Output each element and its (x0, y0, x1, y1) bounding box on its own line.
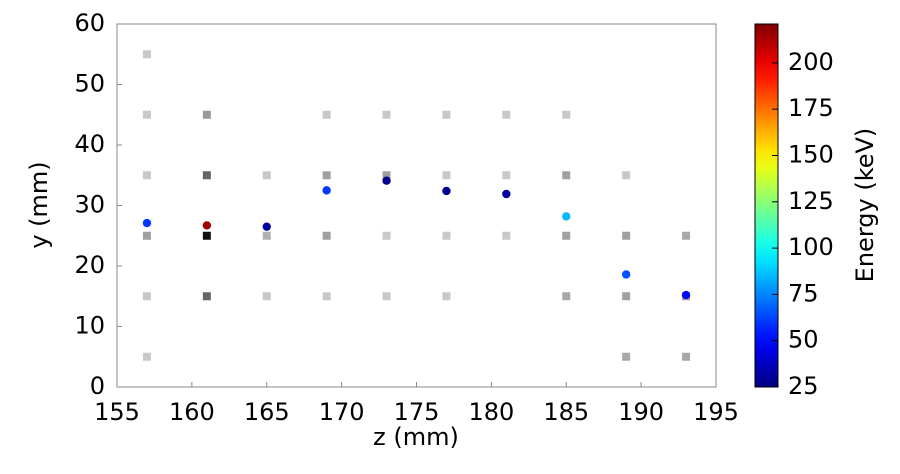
colorbar (754, 23, 779, 388)
y-tick-label: 20 (74, 251, 105, 279)
pixel (502, 171, 511, 180)
pixel (382, 110, 391, 119)
x-tick-label: 185 (543, 398, 589, 426)
x-tick-label: 170 (319, 398, 365, 426)
pixel (262, 231, 271, 240)
x-axis-label: z (mm) (373, 423, 459, 451)
pixel (202, 110, 211, 119)
pixel (382, 292, 391, 301)
colorbar-tick-label: 100 (788, 233, 834, 261)
pixel (442, 292, 451, 301)
hit (142, 218, 152, 228)
pixel (682, 231, 691, 240)
colorbar-label: Energy (keV) (851, 128, 879, 283)
colorbar-tick-label: 200 (788, 48, 834, 76)
pixel (682, 352, 691, 361)
colorbar-tick-label: 150 (788, 140, 834, 168)
x-tick-label: 165 (244, 398, 290, 426)
pixel (502, 231, 511, 240)
x-tick-label: 190 (618, 398, 664, 426)
hit (562, 212, 571, 221)
y-tick-label: 60 (74, 9, 105, 37)
pixel (142, 171, 151, 180)
pixel (382, 171, 391, 180)
pixel (322, 110, 331, 119)
x-tick-label: 160 (169, 398, 215, 426)
pixel (142, 292, 151, 301)
pixel (562, 110, 571, 119)
pixel (442, 231, 451, 240)
pixel (142, 50, 151, 59)
hit (202, 221, 212, 230)
pixel (382, 231, 391, 240)
pixel (502, 110, 511, 119)
pixel (322, 292, 331, 301)
colorbar-tick-label: 50 (788, 326, 819, 354)
pixel (142, 352, 151, 361)
y-tick-label: 50 (74, 70, 105, 98)
hit (621, 270, 631, 279)
y-tick-label: 0 (90, 372, 105, 400)
pixel (262, 292, 271, 301)
pixel (562, 292, 571, 301)
colorbar-tick-label: 175 (788, 94, 834, 122)
plot-area (116, 23, 717, 388)
y-tick-label: 40 (74, 130, 105, 158)
pixel (562, 231, 571, 240)
pixel (622, 171, 631, 180)
pixel (622, 352, 631, 361)
pixel (442, 171, 451, 180)
pixel (202, 171, 211, 180)
pixel (142, 231, 151, 240)
pixel (322, 171, 331, 180)
hit (442, 186, 451, 196)
pixel (262, 171, 271, 180)
y-tick-label: 30 (74, 191, 105, 219)
pixel (622, 231, 631, 240)
pixel (202, 231, 211, 240)
x-tick-label: 155 (94, 398, 140, 426)
colorbar-tick-label: 75 (788, 279, 819, 307)
hit (322, 186, 331, 195)
x-tick-label: 195 (693, 398, 739, 426)
colorbar-tick-label: 25 (788, 372, 819, 400)
colorbar-tick-label: 125 (788, 187, 834, 215)
hit (382, 176, 391, 185)
y-axis-label: y (mm) (25, 161, 53, 248)
hit (502, 189, 511, 199)
pixel (142, 110, 151, 119)
pixel (442, 110, 451, 119)
x-tick-label: 180 (468, 398, 514, 426)
y-tick-label: 10 (74, 312, 105, 340)
x-tick-label: 175 (394, 398, 440, 426)
pixel (562, 171, 571, 180)
pixel (202, 292, 211, 301)
hit (681, 290, 691, 300)
pixel (622, 292, 631, 301)
hit (262, 222, 271, 231)
pixel (322, 231, 331, 240)
